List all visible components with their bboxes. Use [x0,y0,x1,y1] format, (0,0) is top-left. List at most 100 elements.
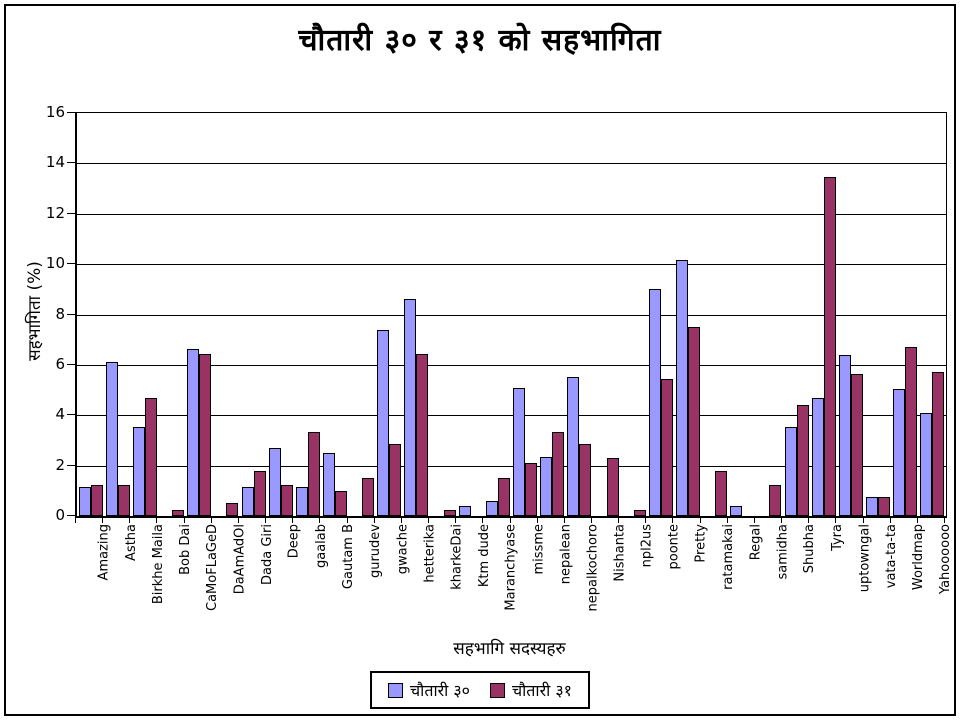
x-axis-tick-27 [808,517,810,523]
x-axis-tick-29 [862,517,864,523]
x-axis-tick-32 [944,517,945,523]
y-tick-label-12: 12 [45,203,65,222]
bar-series2-Deep [280,484,293,516]
x-category-label-Yahoooooo: Yahoooooo [938,524,954,595]
x-axis-tick-17 [536,517,538,523]
bar-series1-missme [513,387,526,516]
bar-series1-nepalkochoro [567,377,580,516]
x-category-label-ratamakai: ratamakai [721,524,737,590]
x-axis-tick-1 [102,517,104,523]
bar-series2-Nishanta [606,458,619,516]
x-axis-tick-0 [75,517,76,523]
bar-series1-Deep [268,447,281,516]
bar-series2-Gautam B [334,490,347,516]
y-tick-label-6: 6 [55,354,65,373]
y-axis-tick-12 [67,212,75,214]
y-tick-label-2: 2 [55,455,65,474]
bar-series1-Ktm dude [458,505,471,516]
x-axis-tick-26 [781,517,783,523]
bar-series1-Tyra [811,397,824,516]
x-axis-tick-28 [835,517,837,523]
x-axis-tick-16 [509,517,511,523]
x-category-label-Regal: Regal [748,524,764,561]
bar-series2-Dada Giri [253,470,266,516]
chart-border [4,4,956,716]
legend-label-series2: चौतारी ३१ [512,681,572,700]
legend-entry-series2: चौतारी ३१ [490,679,572,701]
y-axis-tick-6 [67,363,75,365]
x-axis-tick-6 [237,517,239,523]
x-axis-tick-14 [455,517,457,523]
bar-series1-nepalean [540,456,553,516]
x-axis-tick-2 [129,517,131,523]
bar-series2-Yahoooooo [932,372,945,516]
x-axis-tick-5 [210,517,212,523]
x-axis-tick-4 [183,517,185,523]
x-axis-tick-7 [265,517,267,523]
bar-series1-Worldmap [893,388,906,516]
gridline-10 [77,264,946,266]
x-category-label-gurudev: gurudev [368,524,384,579]
x-axis-tick-19 [590,517,592,523]
x-category-label-Maranchyase: Maranchyase [503,524,519,611]
legend-label-series1: चौतारी ३० [410,681,470,700]
legend-swatch-series2 [490,682,505,698]
y-axis-tick-0 [67,515,75,516]
y-tick-label-4: 4 [55,405,65,424]
x-category-label-gaalab: gaalab [313,524,329,569]
bar-series2-Birkhe Maila [144,397,157,516]
x-category-label-Birkhe Maila: Birkhe Maila [150,524,166,605]
x-axis-tick-18 [563,517,565,523]
x-axis-tick-23 [699,517,701,523]
bar-series2-gwache [389,444,402,516]
bar-series2-Worldmap [905,347,918,516]
x-axis-tick-9 [319,517,321,523]
x-axis-tick-31 [916,517,918,523]
x-category-label-DaAmAdOl: DaAmAdOl [232,524,248,595]
bar-series2-kharkeDai [443,509,456,516]
bar-series1-Maranchyase [485,500,498,516]
x-category-label-Nishanta: Nishanta [612,524,628,582]
gridline-12 [77,213,946,215]
x-axis-tick-21 [645,517,647,523]
bar-series2-vata-ta-ta [878,497,891,516]
x-category-label-Amazing: Amazing [96,524,112,581]
bar-series2-Tyra [823,177,836,516]
x-axis-tick-15 [482,517,484,523]
x-category-label-gwache: gwache [395,524,411,575]
bar-series1-CaMoFLaGeD [187,348,200,516]
bar-series1-gwache [377,329,390,516]
x-category-label-missme: missme [531,524,547,575]
bar-series2-DaAmAdOl [226,503,239,516]
bar-series2-CaMoFLaGeD [199,353,212,516]
x-category-label-hetterika: hetterika [422,524,438,583]
bar-series2-hetterika [416,353,429,516]
bar-series2-Amazing [90,484,103,516]
y-axis-tick-10 [67,263,75,265]
x-category-label-nepalean: nepalean [558,524,574,585]
x-category-label-vata-ta-ta: vata-ta-ta [884,524,900,589]
x-category-label-npl2us: npl2us [639,524,655,568]
x-axis-tick-3 [156,517,158,523]
bar-series2-gaalab [307,431,320,516]
y-axis-tick-14 [67,162,75,164]
bar-series2-missme [525,463,538,516]
x-category-label-Dada Giri: Dada Giri [259,524,275,585]
y-tick-label-8: 8 [55,304,65,323]
y-tick-label-16: 16 [45,103,65,121]
bar-series1-Regal [730,505,743,516]
x-category-label-Pretty: Pretty [694,524,710,563]
x-axis-tick-25 [753,517,755,523]
x-category-label-Deep: Deep [286,524,302,559]
bar-series2-Maranchyase [497,478,510,516]
bar-series2-ratamakai [715,470,728,516]
gridline-6 [77,364,946,366]
bar-series1-uptowngal [838,354,851,516]
x-axis-tick-12 [400,517,402,523]
bar-series2-uptowngal [850,373,863,516]
y-axis-tick-2 [67,464,75,466]
gridline-2 [77,465,946,467]
y-axis-tick-4 [67,414,75,416]
y-tick-label-0: 0 [55,506,65,524]
bar-series1-gaalab [295,487,308,516]
